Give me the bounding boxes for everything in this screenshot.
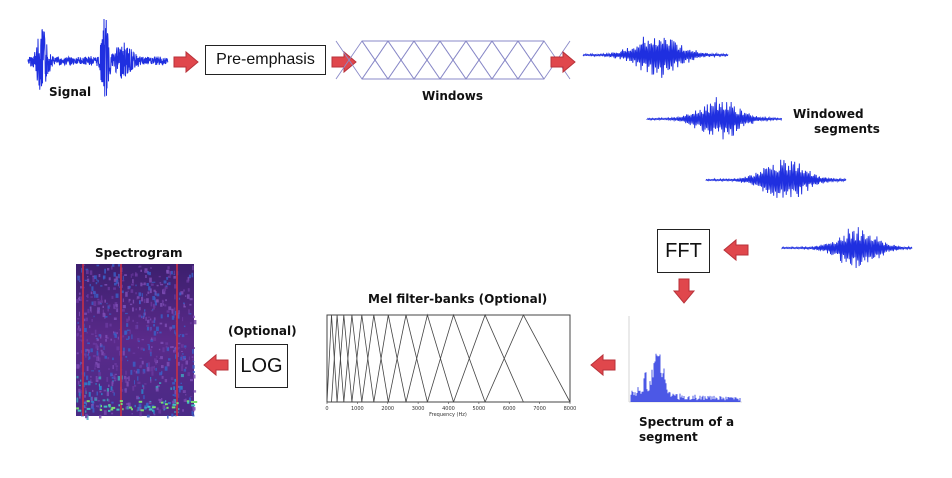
fft-box: FFT bbox=[657, 229, 710, 273]
spectrogram-image bbox=[76, 264, 194, 416]
spectrum-line2: segment bbox=[639, 430, 734, 445]
mel-xlabel: Frequency (Hz) bbox=[429, 412, 467, 418]
mel-filter-banks-label: Mel filter-banks (Optional) bbox=[368, 292, 547, 307]
windowed-segments-line2: segments bbox=[814, 122, 880, 137]
windows-label: Windows bbox=[422, 89, 483, 104]
log-box: LOG bbox=[235, 344, 288, 388]
spectrum-graphic bbox=[627, 316, 742, 404]
fft-label: FFT bbox=[665, 240, 702, 263]
windowed-segment-2 bbox=[647, 92, 782, 146]
arrow-left-icon bbox=[723, 239, 749, 261]
pre-emphasis-box: Pre-emphasis bbox=[205, 45, 326, 75]
mel-tick-label: 6000 bbox=[503, 406, 516, 412]
arrow-right-icon bbox=[173, 51, 199, 73]
arrow-left-icon bbox=[590, 354, 616, 376]
mel-tick-label: 7000 bbox=[533, 406, 546, 412]
mel-filter-banks-graphic: 0 1000 2000 3000 4000 5000 6000 7000 8000 Freque… bbox=[322, 312, 574, 422]
windowed-segment-4 bbox=[782, 218, 912, 278]
windowed-segments-label: Windowed segments bbox=[793, 107, 880, 137]
signal-label: Signal bbox=[49, 85, 91, 100]
windows-graphic bbox=[362, 40, 544, 80]
spectrum-line1: Spectrum of a bbox=[639, 415, 734, 430]
mel-tick-label: 5000 bbox=[473, 406, 486, 412]
windowed-segments-line1: Windowed bbox=[793, 107, 880, 122]
spectrogram-label: Spectrogram bbox=[95, 246, 183, 261]
optional-label: (Optional) bbox=[228, 324, 297, 339]
pre-emphasis-label: Pre-emphasis bbox=[216, 51, 315, 69]
arrow-left-icon bbox=[203, 354, 229, 376]
mel-tick-label: 8000 bbox=[564, 406, 577, 412]
mel-tick-label: 1000 bbox=[351, 406, 364, 412]
mel-tick-label: 2000 bbox=[381, 406, 394, 412]
spectrum-label: Spectrum of a segment bbox=[639, 415, 734, 445]
log-label: LOG bbox=[240, 355, 282, 378]
mel-tick-label: 0 bbox=[325, 406, 328, 412]
mel-tick-label: 3000 bbox=[412, 406, 425, 412]
arrow-down-icon bbox=[673, 278, 695, 304]
windowed-segment-1 bbox=[583, 28, 728, 82]
windowed-segment-3 bbox=[706, 152, 846, 208]
arrow-right-icon bbox=[550, 51, 576, 73]
